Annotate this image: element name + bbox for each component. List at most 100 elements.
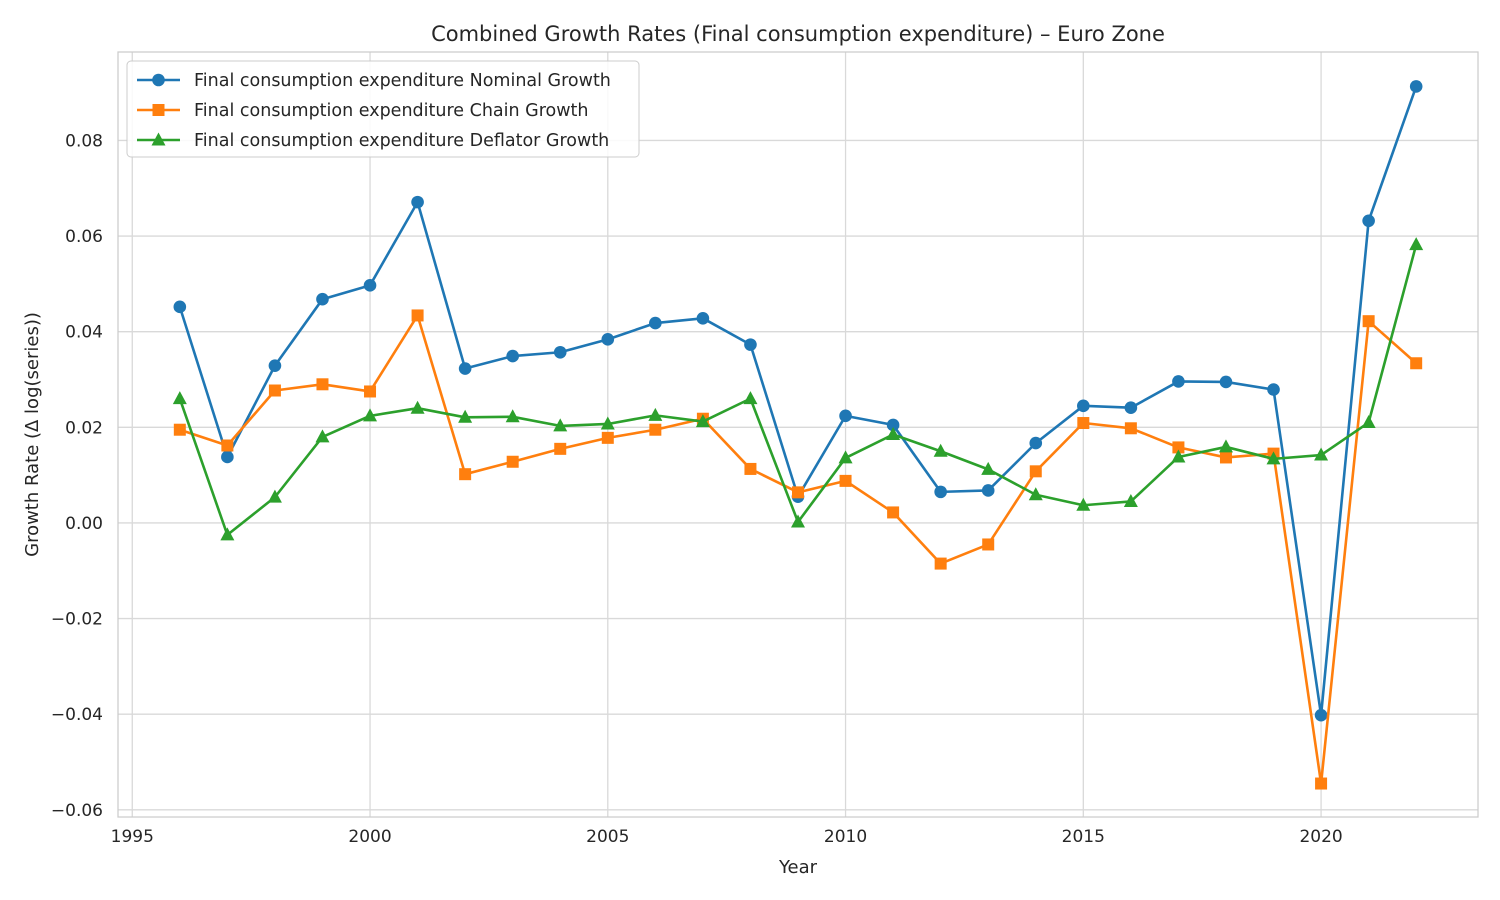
data-point: [267, 489, 282, 503]
data-point: [553, 418, 568, 432]
y-tick-label: 0.02: [65, 418, 103, 438]
data-point: [316, 292, 329, 306]
data-point: [458, 409, 473, 423]
data-point: [1028, 487, 1043, 501]
y-tick-labels: −0.06 −0.04 −0.02 0.00 0.02 0.04 0.06 0.08: [51, 131, 103, 820]
data-point: [459, 468, 472, 481]
data-point: [1409, 237, 1424, 251]
y-tick-label: −0.04: [51, 705, 103, 725]
x-tick-label: 1995: [111, 827, 154, 847]
data-point: [934, 557, 947, 570]
y-tick-label: 0.04: [65, 323, 103, 343]
y-tick-label: −0.06: [51, 801, 103, 821]
data-point: [1266, 451, 1281, 465]
data-point: [791, 514, 805, 528]
x-tick-label: 2010: [824, 827, 867, 847]
data-point: [1267, 383, 1280, 396]
legend: Final consumption expenditure Nominal Gr…: [126, 60, 640, 158]
data-point: [838, 450, 853, 464]
plot-frame: [117, 51, 1479, 818]
data-point: [696, 312, 710, 325]
data-point: [1218, 439, 1233, 453]
data-point: [221, 439, 234, 452]
data-point: [363, 408, 378, 422]
series-group: [172, 80, 1424, 790]
data-point: [1409, 80, 1423, 93]
data-point: [1077, 417, 1090, 430]
data-point: [933, 443, 948, 457]
x-axis-label: Year: [778, 857, 818, 878]
data-point: [1219, 375, 1233, 389]
data-point: [886, 418, 900, 432]
data-point: [886, 427, 901, 440]
data-point: [1410, 357, 1423, 370]
data-point: [1029, 436, 1043, 450]
data-point: [151, 132, 166, 146]
data-point: [1361, 415, 1376, 429]
data-point: [1219, 451, 1232, 464]
x-tick-labels: 1995 2000 2005 2010 2015 2020: [111, 827, 1343, 847]
data-point: [600, 416, 615, 430]
data-point: [505, 409, 520, 423]
data-point: [1171, 449, 1186, 463]
x-tick-label: 2000: [348, 827, 391, 847]
data-point: [887, 506, 900, 519]
data-point: [173, 423, 186, 436]
data-point: [982, 538, 995, 551]
data-point: [316, 378, 329, 391]
legend-box: [126, 60, 640, 158]
data-point: [554, 442, 567, 455]
data-point: [221, 450, 234, 464]
y-tick-label: −0.02: [51, 610, 103, 630]
legend-entry: Final consumption expenditure Nominal Gr…: [137, 71, 611, 91]
data-point: [364, 385, 377, 398]
data-point: [173, 300, 187, 314]
data-point: [268, 384, 281, 397]
data-point: [1362, 315, 1375, 328]
data-point: [553, 345, 567, 359]
data-point: [1029, 465, 1042, 478]
data-point: [1314, 447, 1329, 461]
data-point: [839, 474, 852, 487]
data-point: [981, 461, 996, 475]
y-axis-label: Growth Rate (Δ log(series)): [22, 312, 43, 557]
data-point: [458, 362, 472, 375]
legend-label: Final consumption expenditure Deflator G…: [194, 131, 609, 151]
data-point: [1172, 375, 1185, 388]
data-point: [1314, 708, 1328, 722]
data-point: [649, 423, 662, 436]
data-point: [792, 486, 804, 499]
data-point: [1123, 493, 1138, 507]
series: [172, 237, 1424, 541]
legend-entry: Final consumption expenditure Deflator G…: [137, 131, 609, 151]
data-point: [695, 414, 710, 428]
data-point: [1076, 497, 1091, 511]
data-point: [1315, 777, 1328, 790]
y-tick-label: 0.06: [65, 227, 103, 247]
data-point: [649, 316, 662, 330]
data-point: [1077, 399, 1090, 413]
data-point: [934, 485, 947, 499]
data-point: [220, 527, 235, 541]
data-point: [410, 400, 425, 414]
x-tick-label: 2015: [1062, 827, 1105, 847]
data-point: [1362, 214, 1375, 228]
legend-label: Final consumption expenditure Chain Grow…: [194, 101, 589, 121]
data-point: [363, 279, 377, 292]
x-tick-label: 2005: [586, 827, 629, 847]
data-point: [839, 409, 852, 423]
data-point: [411, 195, 424, 209]
chart-title: Combined Growth Rates (Final consumption…: [431, 22, 1165, 46]
data-point: [1172, 441, 1185, 454]
data-point: [981, 484, 995, 497]
data-point: [744, 462, 757, 475]
legend-label: Final consumption expenditure Nominal Gr…: [194, 71, 611, 91]
data-point: [411, 309, 424, 322]
y-tick-label: 0.00: [65, 514, 103, 534]
data-point: [744, 338, 757, 351]
data-point: [601, 431, 614, 444]
series: [173, 309, 1423, 790]
y-tick-label: 0.08: [65, 131, 103, 151]
legend-entry: Final consumption expenditure Chain Grow…: [137, 101, 589, 121]
